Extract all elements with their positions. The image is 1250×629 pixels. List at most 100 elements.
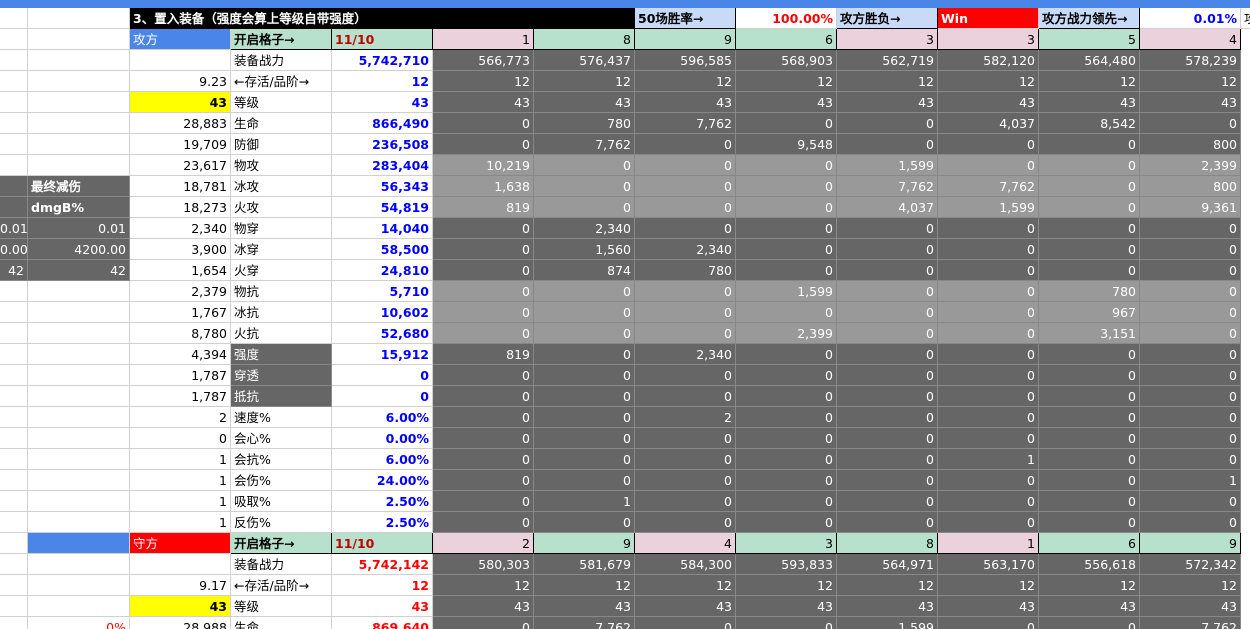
side-value-left[interactable]: 0.01 [0, 218, 28, 239]
attacker-value-cell[interactable]: 0 [433, 491, 534, 512]
defender-row-total[interactable]: 5,742,142 [332, 554, 433, 575]
attacker-value-cell[interactable]: 43 [1039, 92, 1140, 113]
defender-value-cell[interactable]: 43 [534, 596, 635, 617]
attacker-value-cell[interactable]: 0 [635, 365, 736, 386]
attacker-value-cell[interactable]: 0 [1039, 134, 1140, 155]
attacker-value-cell[interactable]: 0 [433, 134, 534, 155]
attacker-value-cell[interactable]: 0 [534, 323, 635, 344]
side-value-left[interactable]: 42 [0, 260, 28, 281]
defender-slot-id[interactable]: 9 [1140, 533, 1241, 554]
attacker-row-total[interactable]: 58,500 [332, 239, 433, 260]
attacker-value-cell[interactable]: 43 [433, 92, 534, 113]
defender-value-cell[interactable]: 12 [433, 575, 534, 596]
defender-slots-label[interactable]: 开启格子→ [231, 533, 332, 554]
defender-slot-id[interactable]: 1 [938, 533, 1039, 554]
attacker-slot-id[interactable]: 6 [736, 29, 837, 50]
cell[interactable] [534, 8, 635, 29]
attacker-row-label[interactable]: 冰穿 [231, 239, 332, 260]
attacker-value-cell[interactable]: 0 [1140, 344, 1241, 365]
attacker-row-label[interactable]: 穿透 [231, 365, 332, 386]
cell[interactable] [28, 428, 130, 449]
attacker-value-cell[interactable]: 0 [433, 428, 534, 449]
defender-value-cell[interactable]: 0 [1039, 617, 1140, 629]
defender-value-cell[interactable]: 0 [938, 617, 1039, 629]
defender-slot-id[interactable]: 9 [534, 533, 635, 554]
attacker-value-cell[interactable]: 0 [534, 449, 635, 470]
cell[interactable] [0, 470, 28, 491]
attacker-value-cell[interactable]: 568,903 [736, 50, 837, 71]
defender-value-cell[interactable]: 7,762 [1140, 617, 1241, 629]
defender-row-total[interactable]: 869,640 [332, 617, 433, 629]
cell[interactable] [28, 323, 130, 344]
attacker-row-value[interactable]: 1 [130, 470, 231, 491]
cell[interactable] [28, 50, 130, 71]
cell[interactable] [0, 134, 28, 155]
attacker-value-cell[interactable]: 582,120 [938, 50, 1039, 71]
attacker-value-cell[interactable]: 0 [433, 113, 534, 134]
defender-left-pct[interactable]: 0% [0, 617, 130, 629]
attacker-row-value[interactable]: 8,780 [130, 323, 231, 344]
attacker-value-cell[interactable]: 0 [1140, 407, 1241, 428]
attacker-value-cell[interactable]: 596,585 [635, 50, 736, 71]
defender-value-cell[interactable]: 0 [736, 617, 837, 629]
attacker-value-cell[interactable]: 2,340 [534, 218, 635, 239]
attacker-row-label[interactable]: 火抗 [231, 323, 332, 344]
defender-value-cell[interactable]: 556,618 [1039, 554, 1140, 575]
attacker-row-value[interactable]: 1 [130, 491, 231, 512]
attacker-value-cell[interactable]: 0 [837, 365, 938, 386]
attacker-value-cell[interactable]: 1,599 [938, 197, 1039, 218]
attacker-value-cell[interactable]: 0 [534, 386, 635, 407]
cell[interactable] [0, 512, 28, 533]
attacker-value-cell[interactable]: 0 [1039, 491, 1140, 512]
attacker-value-cell[interactable]: 0 [1140, 323, 1241, 344]
attacker-row-value[interactable]: 1,654 [130, 260, 231, 281]
attacker-row-label[interactable]: 冰攻 [231, 176, 332, 197]
defender-slot-id[interactable]: 3 [736, 533, 837, 554]
attacker-value-cell[interactable]: 576,437 [534, 50, 635, 71]
attacker-value-cell[interactable]: 0 [736, 428, 837, 449]
attacker-value-cell[interactable]: 0 [433, 239, 534, 260]
attacker-value-cell[interactable]: 562,719 [837, 50, 938, 71]
attacker-value-cell[interactable]: 0 [938, 260, 1039, 281]
attacker-slot-id[interactable]: 9 [635, 29, 736, 50]
attacker-value-cell[interactable]: 0 [938, 155, 1039, 176]
cell[interactable] [0, 113, 28, 134]
attacker-value-cell[interactable]: 0 [1140, 218, 1241, 239]
attacker-value-cell[interactable]: 0 [736, 197, 837, 218]
attacker-row-total[interactable]: 6.00% [332, 449, 433, 470]
cell[interactable] [28, 71, 130, 92]
defender-row-total[interactable]: 43 [332, 596, 433, 617]
attacker-row-value[interactable]: 1 [130, 449, 231, 470]
attacker-value-cell[interactable]: 0 [736, 470, 837, 491]
attacker-value-cell[interactable]: 4,037 [837, 197, 938, 218]
attacker-value-cell[interactable]: 0 [1140, 281, 1241, 302]
attacker-value-cell[interactable]: 0 [837, 260, 938, 281]
attacker-value-cell[interactable]: 0 [635, 155, 736, 176]
attacker-row-value[interactable]: 1,787 [130, 386, 231, 407]
side-value-right[interactable]: 4200.00 [28, 239, 130, 260]
cell[interactable] [0, 554, 28, 575]
defender-value-cell[interactable]: 12 [534, 575, 635, 596]
attacker-row-value[interactable]: 1,767 [130, 302, 231, 323]
attacker-value-cell[interactable]: 0 [433, 470, 534, 491]
attacker-row-total[interactable]: 866,490 [332, 113, 433, 134]
attacker-value-cell[interactable]: 12 [1140, 71, 1241, 92]
attacker-value-cell[interactable]: 2,399 [736, 323, 837, 344]
defender-row-label[interactable]: ←存活/品阶→ [231, 575, 332, 596]
defender-row-value[interactable] [130, 554, 231, 575]
cell[interactable] [0, 407, 28, 428]
defender-value-cell[interactable]: 12 [736, 575, 837, 596]
attacker-value-cell[interactable]: 0 [433, 302, 534, 323]
attacker-row-label[interactable]: 速度% [231, 407, 332, 428]
defender-row-label[interactable]: 生命 [231, 617, 332, 629]
attacker-value-cell[interactable]: 7,762 [534, 134, 635, 155]
cell[interactable] [28, 8, 130, 29]
side-value-left[interactable]: 0.00 [0, 239, 28, 260]
cell[interactable] [0, 176, 28, 197]
defender-label[interactable]: 守方 [130, 533, 231, 554]
attacker-value-cell[interactable]: 0 [433, 323, 534, 344]
attacker-row-value[interactable]: 0 [130, 428, 231, 449]
defender-value-cell[interactable]: 43 [1039, 596, 1140, 617]
attacker-value-cell[interactable]: 12 [635, 71, 736, 92]
attacker-value-cell[interactable]: 0 [534, 197, 635, 218]
